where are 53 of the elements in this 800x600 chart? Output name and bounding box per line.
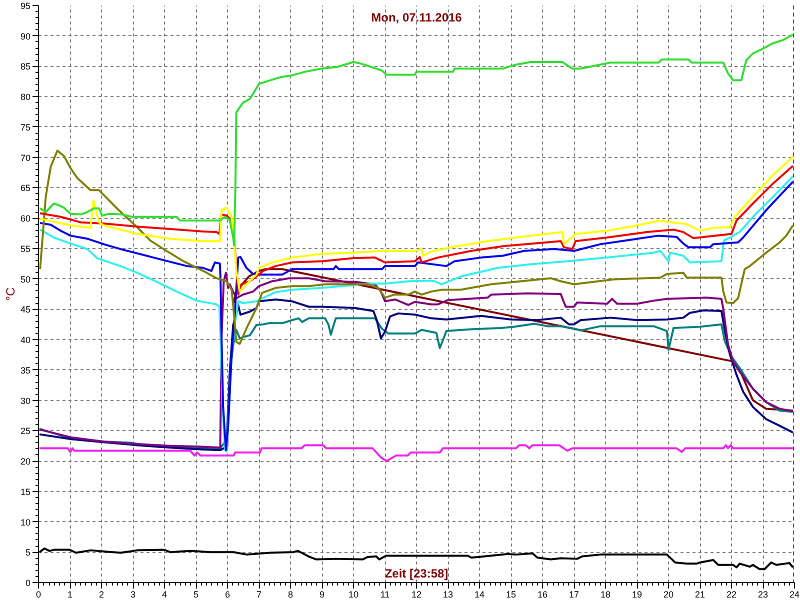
y-axis-title: °C [3, 286, 18, 301]
y-tick-label: 45 [20, 304, 31, 315]
x-tick-label: 9 [319, 590, 325, 600]
x-tick-label: 10 [348, 590, 359, 600]
x-tick-label: 16 [537, 590, 548, 600]
x-tick-label: 4 [162, 590, 168, 600]
y-tick-label: 90 [20, 31, 31, 42]
y-tick-label: 40 [20, 335, 31, 346]
x-tick-label: 3 [130, 590, 136, 600]
y-tick-label: 60 [20, 214, 31, 224]
x-tick-label: 1 [67, 590, 73, 600]
y-tick-label: 30 [20, 396, 31, 406]
x-axis-title: Zeit [23:58] [384, 566, 448, 580]
y-tick-label: 50 [20, 274, 31, 284]
x-tick-label: 18 [600, 590, 611, 600]
x-tick-label: 23 [758, 590, 768, 600]
y-tick-label: 35 [20, 365, 31, 376]
x-tick-label: 17 [568, 590, 580, 600]
line-series [232, 268, 794, 412]
y-tick-label: 5 [25, 548, 31, 558]
y-tick-label: 20 [20, 456, 31, 467]
x-tick-label: 8 [288, 590, 294, 600]
y-tick-label: 65 [20, 183, 31, 194]
y-tick-label: 0 [25, 578, 31, 588]
x-tick-label: 24 [789, 590, 800, 600]
x-tick-label: 21 [694, 590, 706, 600]
x-tick-label: 6 [224, 590, 230, 600]
x-tick-label: 22 [726, 590, 737, 600]
y-tick-label: 85 [20, 62, 31, 72]
x-tick-label: 20 [663, 590, 674, 600]
y-tick-label: 95 [20, 1, 31, 11]
line-series [38, 272, 794, 449]
y-tick-label: 55 [20, 244, 31, 254]
x-tick-label: 2 [98, 590, 104, 600]
x-tick-label: 11 [380, 590, 390, 600]
line-series [38, 444, 794, 462]
y-tick-label: 15 [20, 486, 31, 497]
line-series [39, 34, 794, 246]
text: Mon, 07.11.2016 [371, 10, 462, 24]
line-series [39, 150, 794, 345]
x-tick-label: 12 [411, 590, 422, 600]
x-tick-label: 5 [193, 590, 199, 600]
x-tick-label: 14 [474, 590, 485, 600]
x-tick-label: 15 [506, 590, 516, 600]
x-tick-label: 13 [442, 590, 454, 600]
x-tick-label: 0 [36, 590, 42, 600]
y-tick-label: 75 [20, 122, 31, 132]
y-tick-label: 80 [20, 92, 31, 102]
y-tick-label: 10 [20, 517, 31, 528]
x-tick-label: 7 [256, 590, 262, 600]
y-tick-label: 25 [20, 426, 31, 436]
x-tick-label: 19 [632, 590, 642, 600]
y-tick-label: 70 [20, 152, 31, 163]
